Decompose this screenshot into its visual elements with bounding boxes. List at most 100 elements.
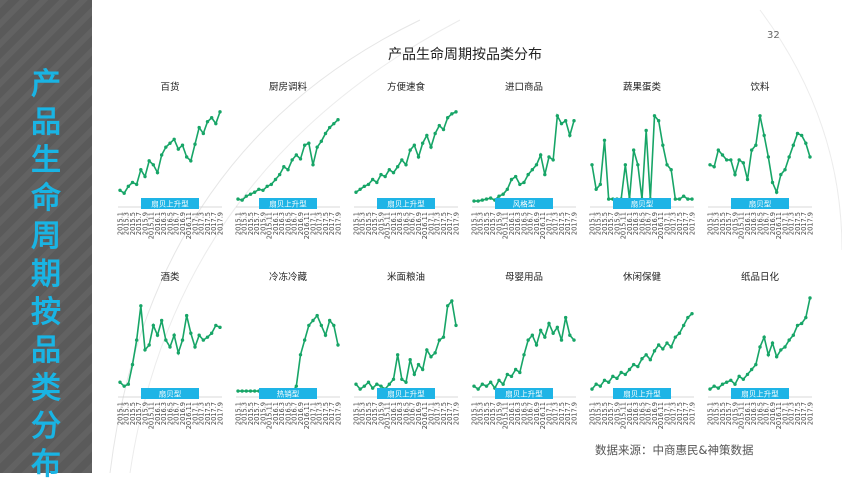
trend-tag [259, 198, 317, 209]
data-point [708, 387, 712, 391]
data-point [690, 311, 694, 316]
x-tick-label: 2017.7 [682, 402, 690, 425]
x-tick-label: 2015.3 [713, 212, 721, 235]
data-point [387, 382, 392, 386]
x-tick-label: 2015.3 [359, 402, 367, 425]
x-tick-label: 2017.9 [334, 402, 342, 425]
x-tick-label: 2016.5 [284, 212, 292, 235]
data-point [623, 372, 628, 377]
x-tick-label: 2017.9 [570, 212, 578, 235]
data-point [712, 165, 716, 169]
data-point [164, 338, 168, 342]
x-tick-label: 2016.11 [539, 212, 547, 239]
data-point [282, 165, 286, 169]
x-tick-label: 2015.7 [135, 212, 143, 235]
x-tick-label: 2015.9 [495, 402, 503, 425]
x-tick-label: 2017.1 [309, 212, 317, 235]
x-tick-label: 2016.7 [291, 212, 299, 235]
data-point [354, 190, 358, 194]
x-tick-label: 2015.1 [706, 212, 714, 235]
data-point [445, 304, 450, 308]
x-tick-label: 2016.5 [756, 212, 764, 235]
data-point [505, 372, 510, 377]
data-point [420, 141, 425, 145]
x-tick-label: 2015.9 [731, 402, 739, 425]
x-tick-label: 2016.5 [638, 212, 646, 235]
data-point [568, 333, 572, 337]
x-tick-label: 2017.9 [806, 212, 814, 235]
sidebar-title-char: 期 [31, 257, 61, 292]
data-point [433, 351, 437, 355]
x-tick-label: 2015.11 [502, 402, 510, 429]
data-point [126, 382, 131, 386]
x-tick-label: 2017.9 [806, 402, 814, 425]
x-tick-label: 2016.5 [520, 402, 528, 425]
chart-title: 冷冻冷藏 [269, 271, 308, 283]
data-point [480, 382, 485, 386]
x-tick-label: 2015.3 [123, 402, 131, 425]
x-tick-label: 2016.1 [744, 402, 752, 425]
trend-tag [141, 198, 199, 209]
data-point [201, 131, 206, 136]
data-point [252, 389, 257, 393]
data-point [791, 333, 796, 337]
data-point [526, 172, 530, 177]
data-point [509, 177, 514, 182]
x-tick-label: 2015.7 [253, 402, 261, 425]
data-point [783, 345, 787, 349]
data-point [454, 323, 458, 328]
trend-tag [731, 388, 789, 399]
data-point [151, 163, 156, 167]
x-tick-label: 2017.1 [427, 212, 435, 235]
x-tick-label: 2016.7 [763, 212, 771, 235]
data-point [197, 333, 201, 337]
x-tick-label: 2015.5 [247, 402, 255, 425]
data-point [176, 147, 181, 151]
data-point [787, 155, 791, 159]
data-point [122, 191, 126, 195]
trend-tag-label: 扇贝上升型 [623, 389, 661, 399]
x-tick-label: 2017.3 [552, 212, 560, 235]
x-tick-label: 2015.3 [359, 212, 367, 235]
data-point [509, 374, 514, 379]
x-tick-label: 2016.11 [421, 402, 429, 429]
data-point [522, 353, 526, 357]
data-point [184, 313, 189, 318]
trend-tag-label: 扇贝上升型 [269, 199, 307, 209]
x-tick-label: 2016.7 [291, 402, 299, 425]
data-point [155, 170, 160, 175]
data-point [358, 387, 362, 391]
data-point [598, 384, 603, 388]
x-tick-label: 2015.5 [601, 402, 609, 425]
data-point [130, 362, 135, 367]
data-point [201, 338, 206, 342]
data-point [269, 182, 274, 187]
x-tick-label: 2016.9 [651, 212, 659, 235]
sidebar-title-char: 按 [31, 295, 61, 330]
sidebar-title-char: 分 [31, 409, 61, 444]
sidebar-title-char: 产 [31, 67, 61, 102]
data-point [673, 335, 678, 339]
data-point [518, 370, 522, 375]
data-point [551, 158, 555, 162]
data-point [686, 315, 690, 320]
x-tick-label: 2017.3 [788, 402, 796, 425]
data-point [387, 168, 392, 172]
x-tick-label: 2016.7 [527, 212, 535, 235]
x-tick-label: 2015.11 [502, 212, 510, 239]
x-tick-label: 2015.11 [620, 402, 628, 429]
data-point [172, 333, 176, 337]
x-tick-label: 2015.7 [489, 402, 497, 425]
data-point [248, 192, 253, 196]
data-point [708, 163, 712, 167]
x-tick-label: 2016.9 [179, 212, 187, 235]
data-point [134, 338, 139, 342]
x-tick-label: 2016.7 [645, 212, 653, 235]
data-point [522, 180, 526, 185]
data-point [677, 197, 682, 201]
x-tick-label: 2016.5 [402, 212, 410, 235]
data-point [729, 378, 733, 382]
x-tick-label: 2016.11 [303, 212, 311, 239]
chart-panel: 方便速食扇贝上升型2015.12015.32015.52015.72015.92… [352, 81, 460, 239]
data-point [762, 335, 766, 339]
